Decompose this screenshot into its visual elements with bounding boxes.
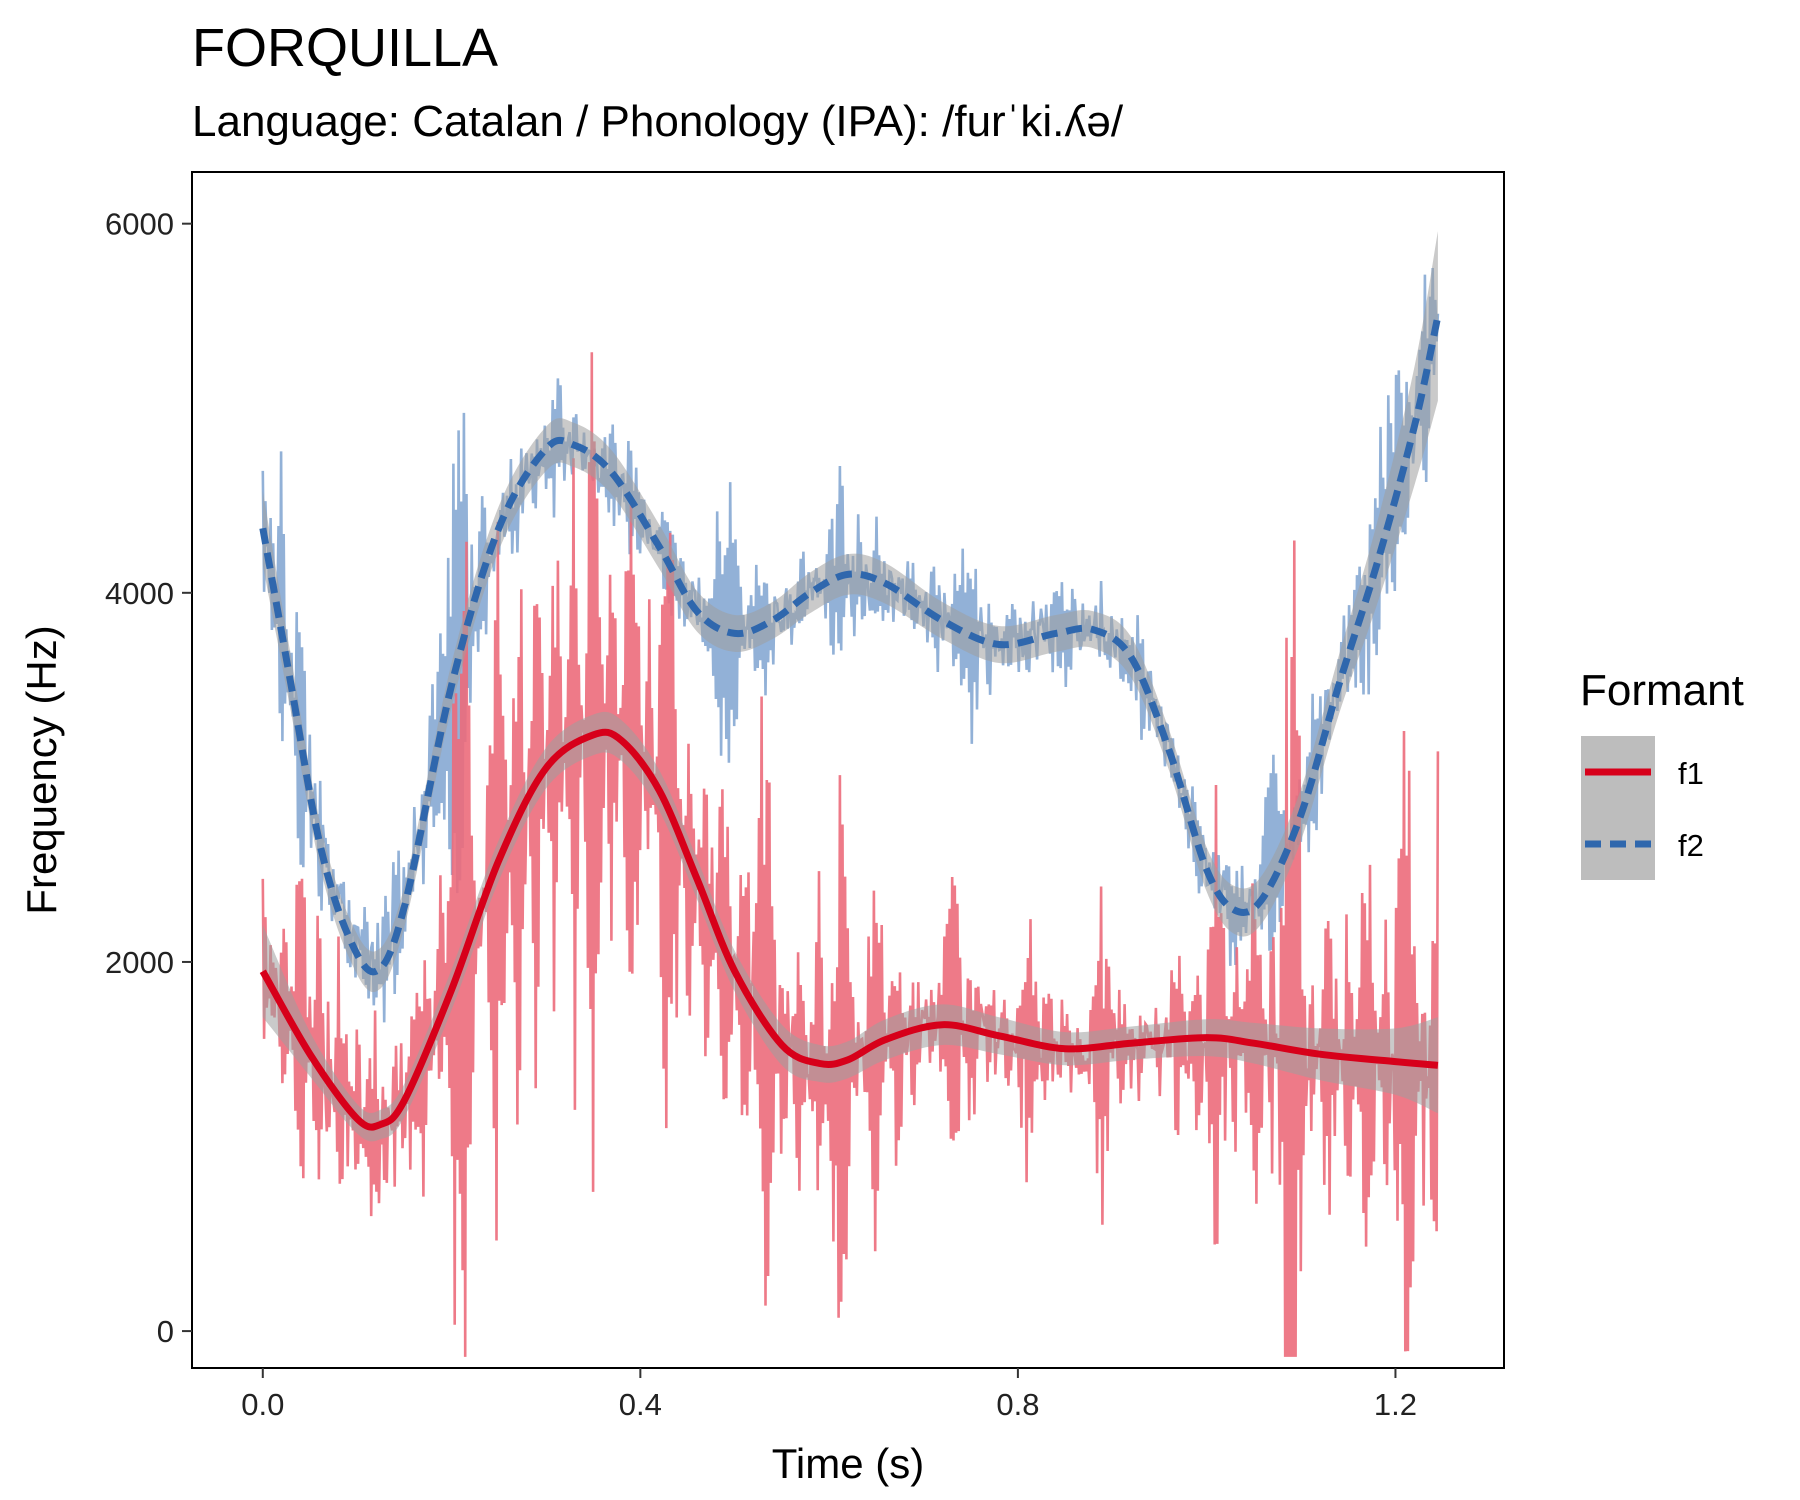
legend-item-f2: f2 bbox=[1581, 808, 1704, 880]
y-tick-label: 0 bbox=[157, 1314, 174, 1349]
x-tick-label: 0.4 bbox=[619, 1387, 662, 1422]
chart-title: FORQUILLA bbox=[192, 18, 498, 78]
x-tick-label: 1.2 bbox=[1374, 1387, 1417, 1422]
x-axis: 0.0 0.4 0.8 1.2 bbox=[241, 1368, 1417, 1422]
legend-item-f1: f1 bbox=[1581, 736, 1704, 808]
smooth-line-f1 bbox=[259, 728, 1439, 1131]
smooth-line-f2 bbox=[259, 315, 1442, 976]
raw-track-line-f1 bbox=[261, 352, 1440, 1357]
y-tick-label: 6000 bbox=[105, 207, 174, 242]
plot-area bbox=[259, 231, 1442, 1357]
confidence-ribbon-f2 bbox=[262, 231, 1438, 993]
legend-label-f1: f1 bbox=[1678, 756, 1704, 791]
plot-border bbox=[191, 171, 1505, 1369]
y-axis-title: Frequency (Hz) bbox=[18, 625, 65, 914]
y-tick-label: 2000 bbox=[105, 945, 174, 980]
x-tick-label: 0.0 bbox=[241, 1387, 284, 1422]
legend: Formant f1 f2 bbox=[1580, 666, 1744, 880]
x-tick-label: 0.8 bbox=[996, 1387, 1039, 1422]
x-axis-title: Time (s) bbox=[772, 1440, 924, 1487]
chart-subtitle: Language: Catalan / Phonology (IPA): /fu… bbox=[192, 97, 1124, 146]
y-axis: 0 2000 4000 6000 bbox=[105, 207, 192, 1349]
y-tick-label: 4000 bbox=[105, 576, 174, 611]
legend-label-f2: f2 bbox=[1678, 828, 1704, 863]
confidence-ribbon-f1 bbox=[262, 711, 1438, 1142]
legend-title: Formant bbox=[1580, 666, 1744, 715]
raw-track-f1 bbox=[261, 352, 1440, 1357]
